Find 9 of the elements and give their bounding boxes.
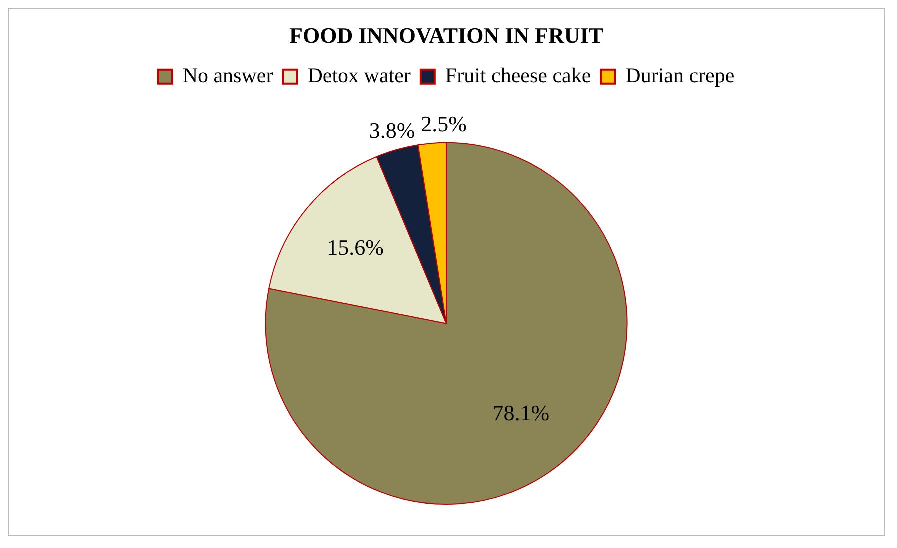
legend-label: Durian crepe [626,63,735,88]
legend-label: Fruit cheese cake [445,63,592,88]
data-label: 3.8% [369,118,416,144]
legend-label: No answer [182,63,274,88]
data-label: 15.6% [327,235,384,260]
data-label: 78.1% [492,400,550,426]
chart-title: FOOD INNOVATION IN FRUIT [290,22,604,48]
data-label: 2.5% [421,111,467,136]
legend-label: Detox water [308,63,411,88]
